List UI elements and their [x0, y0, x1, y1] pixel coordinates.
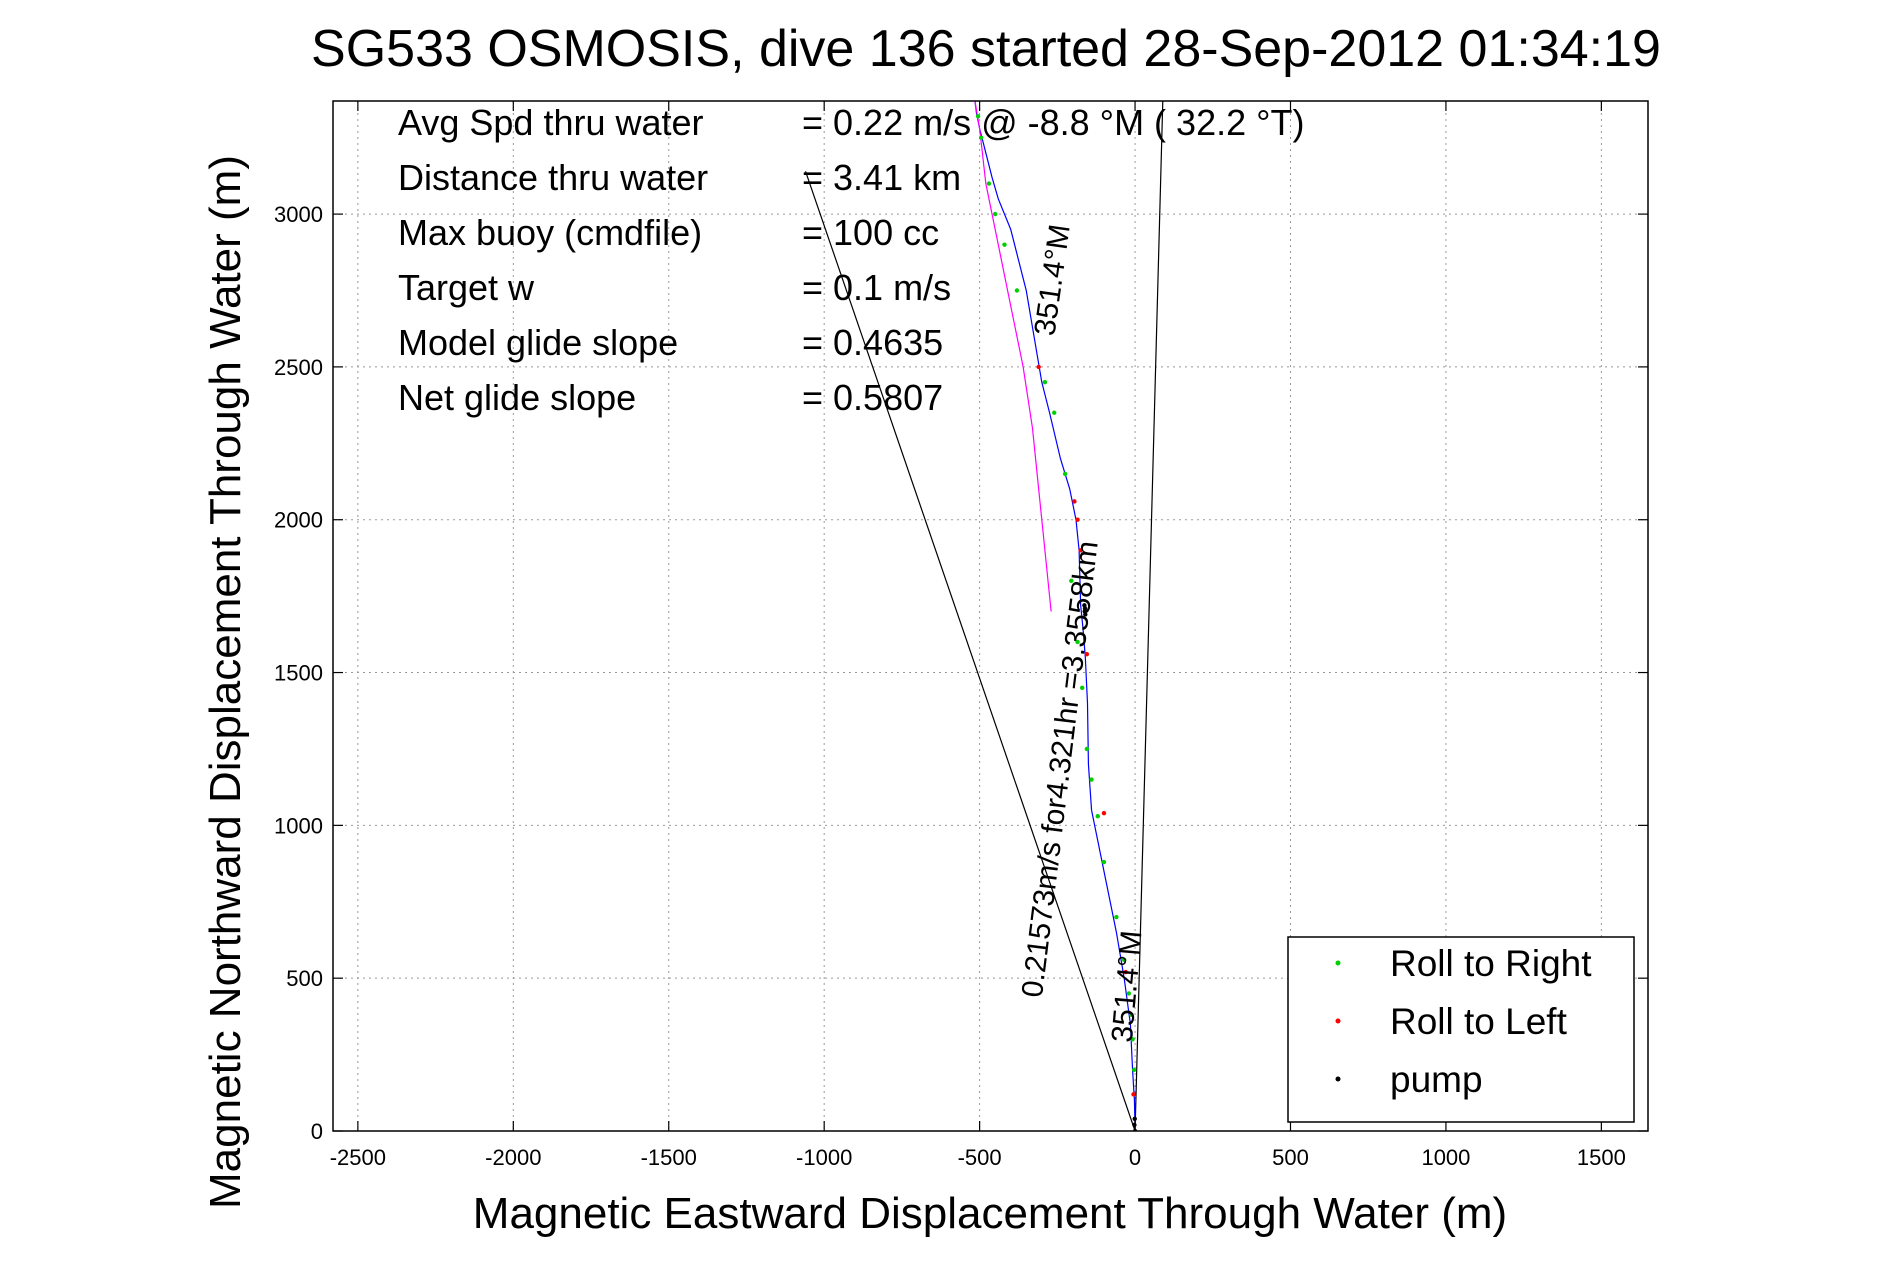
- chart-title: SG533 OSMOSIS, dive 136 started 28-Sep-2…: [311, 20, 1661, 78]
- roll-to-right-point: [975, 114, 981, 119]
- roll-to-left-point: [1036, 364, 1041, 370]
- roll-to-right-point: [1014, 288, 1020, 293]
- roll-to-left-point: [1075, 517, 1080, 522]
- x-tick-label: -1000: [796, 1145, 852, 1170]
- info-value: = 0.4635: [802, 322, 943, 363]
- ticks: -2500 -2000 -1500 -1000 -500 0 500 1000 1500 0 500…: [274, 101, 1648, 1170]
- roll-to-left-point: [1131, 1092, 1136, 1097]
- legend-marker: [1335, 1018, 1341, 1024]
- info-label: Avg Spd thru water: [398, 102, 704, 143]
- legend: Roll to Right Roll to Left pump: [1287, 936, 1635, 1123]
- x-tick-label: -1500: [641, 1145, 697, 1170]
- series-layer: [974, 101, 1138, 1131]
- reference-line: [804, 171, 1136, 1131]
- reference-line: [1134, 101, 1164, 1131]
- roll-to-right-point: [1101, 859, 1107, 865]
- roll-to-right-point: [1052, 410, 1057, 415]
- y-tick-label: 3000: [274, 202, 323, 227]
- roll-to-left-point: [1078, 548, 1083, 553]
- roll-to-right-point: [986, 181, 992, 186]
- roll-to-right-point: [1114, 914, 1119, 920]
- legend-marker: [1335, 960, 1341, 966]
- legend-marker: [1335, 1076, 1341, 1082]
- info-value: = 0.1 m/s: [802, 267, 951, 308]
- info-value: = 3.41 km: [802, 157, 961, 198]
- roll-to-right-point: [1130, 1037, 1135, 1042]
- roll-to-left-point: [1123, 969, 1128, 975]
- y-tick-label: 2000: [274, 508, 323, 533]
- legend-box: [1287, 936, 1635, 1123]
- info-value: = 0.22 m/s @ -8.8 °M ( 32.2 °T): [802, 102, 1305, 143]
- y-tick-label: 500: [286, 966, 323, 991]
- info-label: Net glide slope: [398, 377, 636, 418]
- y-tick-label: 0: [311, 1119, 323, 1144]
- track-line: [974, 101, 1052, 612]
- x-tick-label: 0: [1129, 1145, 1141, 1170]
- x-tick-label: 500: [1272, 1145, 1309, 1170]
- x-tick-label: 1500: [1577, 1145, 1626, 1170]
- info-label: Target w: [398, 267, 535, 308]
- x-tick-label: -500: [958, 1145, 1002, 1170]
- info-label: Model glide slope: [398, 322, 678, 363]
- y-tick-label: 1500: [274, 661, 323, 686]
- roll-to-right-point: [1042, 379, 1048, 385]
- x-tick-label: 1000: [1421, 1145, 1470, 1170]
- roll-to-right-point: [1069, 578, 1074, 584]
- roll-to-right-point: [978, 135, 984, 140]
- y-axis-label: Magnetic Northward Displacement Through …: [201, 155, 250, 1209]
- roll-to-right-point: [1089, 777, 1094, 782]
- roll-to-right-point: [1002, 242, 1007, 247]
- roll-to-right-point: [1080, 685, 1085, 691]
- pump-point: [1132, 1116, 1137, 1121]
- roll-to-right-point: [1121, 957, 1127, 963]
- pump-point: [1132, 1122, 1137, 1128]
- plot-frame: [332, 100, 1649, 1132]
- x-axis-label: Magnetic Eastward Displacement Through W…: [473, 1189, 1507, 1238]
- roll-to-right-point: [1084, 746, 1090, 752]
- roll-to-left-point: [1084, 652, 1090, 657]
- legend-label: pump: [1390, 1059, 1483, 1100]
- roll-to-right-point: [1062, 471, 1068, 477]
- roll-to-left-point: [1101, 810, 1107, 816]
- y-tick-label: 1000: [274, 813, 323, 838]
- roll-to-right-point: [1129, 1012, 1134, 1018]
- legend-label: Roll to Right: [1390, 943, 1592, 984]
- reference-lines: [804, 101, 1164, 1131]
- info-label: Distance thru water: [398, 157, 708, 198]
- x-tick-label: -2500: [330, 1145, 386, 1170]
- info-value: = 0.5807: [802, 377, 943, 418]
- roll-to-right-point: [1131, 1067, 1137, 1073]
- roll-to-left-point: [1072, 499, 1077, 504]
- pump-point: [1082, 603, 1087, 608]
- roll-to-right-point: [992, 211, 998, 217]
- track-line: [974, 101, 1136, 1131]
- dive-info-block: Avg Spd thru water = 0.22 m/s @ -8.8 °M (…: [398, 102, 1305, 418]
- x-tick-label: -2000: [485, 1145, 541, 1170]
- legend-label: Roll to Left: [1390, 1001, 1568, 1042]
- roll-to-right-point: [1075, 639, 1080, 645]
- info-value: = 100 cc: [802, 212, 939, 253]
- roll-to-right-point: [1126, 991, 1132, 996]
- roll-to-right-point: [1095, 813, 1100, 819]
- info-label: Max buoy (cmdfile): [398, 212, 702, 253]
- y-tick-label: 2500: [274, 355, 323, 380]
